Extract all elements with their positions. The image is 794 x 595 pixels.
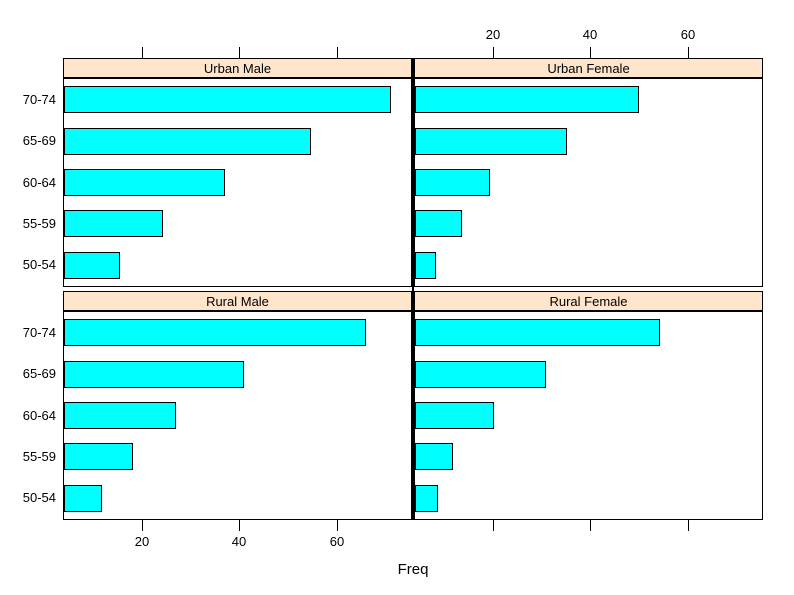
panel-rural-male [63, 311, 412, 520]
panel-strip-title-urban-female: Urban Female [547, 60, 630, 76]
y-axis-label-70-74: 70-74 [22, 325, 56, 340]
x-tick-label-bottom-40: 40 [231, 534, 247, 549]
x-tick-label-bottom-60: 60 [329, 534, 345, 549]
y-axis-label-60-64: 60-64 [22, 175, 56, 190]
bar-rural-female-70-74 [415, 319, 660, 346]
y-axis-label-60-64: 60-64 [22, 408, 56, 423]
bar-rural-male-60-64 [64, 402, 176, 429]
y-axis-label-70-74: 70-74 [22, 92, 56, 107]
x-tick-top [688, 47, 689, 58]
x-tick-bottom [337, 520, 338, 531]
panel-strip-rural-female: Rural Female [414, 291, 763, 311]
x-tick-bottom [590, 520, 591, 531]
panel-strip-urban-female: Urban Female [414, 58, 763, 78]
panel-strip-rural-male: Rural Male [63, 291, 412, 311]
y-axis-label-65-69: 65-69 [22, 133, 56, 148]
x-tick-top [239, 47, 240, 58]
y-axis-label-55-59: 55-59 [22, 216, 56, 231]
panel-rural-female [414, 311, 763, 520]
x-tick-top [337, 47, 338, 58]
panel-strip-title-urban-male: Urban Male [203, 60, 272, 76]
bar-rural-female-50-54 [415, 485, 438, 512]
bar-urban-male-65-69 [64, 128, 311, 155]
bar-urban-male-50-54 [64, 252, 120, 279]
panel-urban-female [414, 78, 763, 287]
bar-rural-female-55-59 [415, 443, 453, 470]
bar-rural-male-70-74 [64, 319, 366, 346]
x-tick-label-top-60: 60 [680, 27, 696, 42]
panel-column-divider [412, 58, 414, 520]
panel-urban-male [63, 78, 412, 287]
x-tick-label-bottom-20: 20 [134, 534, 150, 549]
panel-strip-urban-male: Urban Male [63, 58, 412, 78]
bar-urban-female-50-54 [415, 252, 436, 279]
x-tick-top [142, 47, 143, 58]
bar-urban-female-60-64 [415, 169, 490, 196]
x-tick-bottom [142, 520, 143, 531]
bar-rural-male-65-69 [64, 361, 244, 388]
y-axis-label-50-54: 50-54 [22, 490, 56, 505]
panel-strip-title-rural-male: Rural Male [206, 293, 269, 309]
bar-rural-male-50-54 [64, 485, 102, 512]
bar-urban-male-60-64 [64, 169, 225, 196]
x-tick-bottom [493, 520, 494, 531]
bar-urban-female-65-69 [415, 128, 567, 155]
x-axis-title: Freq [397, 561, 429, 578]
x-tick-label-top-40: 40 [582, 27, 598, 42]
x-tick-top [493, 47, 494, 58]
x-tick-bottom [239, 520, 240, 531]
y-axis-label-55-59: 55-59 [22, 449, 56, 464]
bar-rural-male-55-59 [64, 443, 133, 470]
panel-strip-title-rural-female: Rural Female [549, 293, 628, 309]
y-axis-label-50-54: 50-54 [22, 257, 56, 272]
bar-urban-female-55-59 [415, 210, 462, 237]
bar-urban-female-70-74 [415, 86, 639, 113]
y-axis-label-65-69: 65-69 [22, 366, 56, 381]
bar-urban-male-55-59 [64, 210, 163, 237]
bar-rural-female-60-64 [415, 402, 494, 429]
bar-urban-male-70-74 [64, 86, 391, 113]
x-tick-top [590, 47, 591, 58]
x-tick-label-top-20: 20 [485, 27, 501, 42]
x-tick-bottom [688, 520, 689, 531]
bar-rural-female-65-69 [415, 361, 546, 388]
